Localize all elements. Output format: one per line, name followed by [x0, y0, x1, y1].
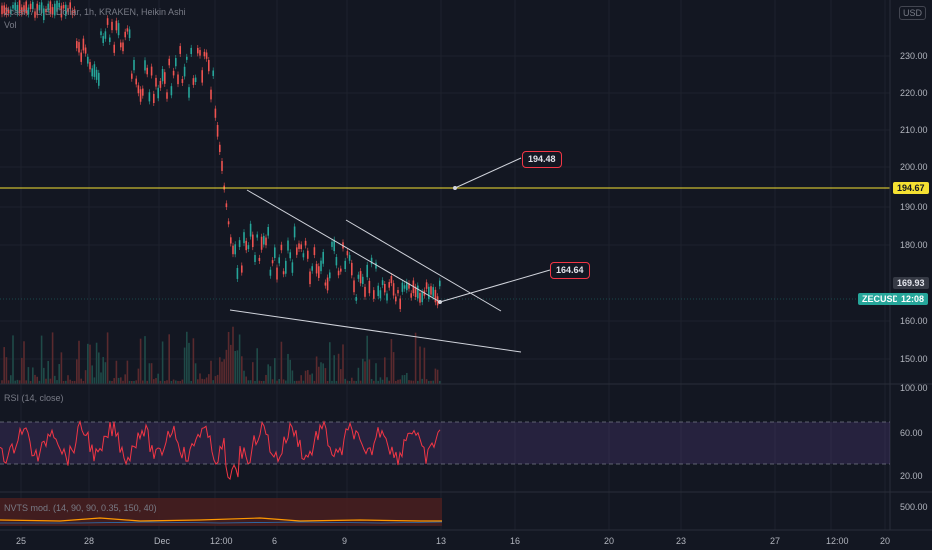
countdown-tag: 12:08	[897, 293, 929, 305]
chart-title: Zcash / U.S. Dollar, 1h, KRAKEN, Heikin …	[4, 7, 186, 17]
price-tick-label: 150.00	[900, 354, 928, 364]
time-tick-label: 25	[16, 536, 26, 546]
time-tick-label: 23	[676, 536, 686, 546]
symbol-tag: ZECUSD	[858, 293, 904, 305]
price-tick-label: 160.00	[900, 316, 928, 326]
callout-pointer-lower	[439, 269, 551, 303]
price-tick-label: 180.00	[900, 240, 928, 250]
price-tick-label: 200.00	[900, 162, 928, 172]
rsi-tick-label: 20.00	[900, 471, 923, 481]
price-tick-label: 230.00	[900, 51, 928, 61]
time-tick-label: 20	[880, 536, 890, 546]
time-tick-label: 6	[272, 536, 277, 546]
price-callout-upper[interactable]: 194.48	[522, 151, 562, 168]
time-tick-label: 12:00	[210, 536, 233, 546]
volume-bars	[1, 326, 441, 384]
callout-pointer-upper	[454, 157, 522, 189]
horizontal-line-price-tag: 194.67	[893, 182, 929, 194]
wedge-right-line[interactable]	[345, 219, 502, 312]
price-tick-label: 210.00	[900, 125, 928, 135]
nvts-indicator-label[interactable]: NVTS mod. (14, 90, 90, 0.35, 150, 40)	[4, 503, 157, 513]
time-tick-label: 13	[436, 536, 446, 546]
rsi-band	[0, 422, 890, 464]
last-price-tag: 169.93	[893, 277, 929, 289]
candlestick-series[interactable]	[1, 0, 441, 313]
rsi-indicator-label[interactable]: RSI (14, close)	[4, 393, 64, 403]
anchor-point	[438, 300, 442, 304]
price-tick-label: 190.00	[900, 202, 928, 212]
nvts-fill	[0, 498, 442, 526]
time-axis[interactable]: 25 28 Dec 12:00 6 9 13 16 20 23 27 12:00 20	[16, 536, 890, 546]
time-tick-label: Dec	[154, 536, 171, 546]
nvts-signal-line	[0, 521, 443, 524]
currency-button[interactable]: USD	[898, 6, 926, 20]
wedge-upper-line[interactable]	[246, 189, 441, 303]
anchor-point	[453, 186, 457, 190]
price-axis[interactable]: 230.00 220.00 210.00 200.00 190.00 180.00 160.…	[900, 51, 928, 512]
price-tick-label: 220.00	[900, 88, 928, 98]
rsi-tick-label: 100.00	[900, 383, 928, 393]
volume-label: Vol	[4, 20, 17, 30]
nvts-line	[0, 517, 442, 522]
rsi-tick-label: 60.00	[900, 428, 923, 438]
wedge-lower-line[interactable]	[229, 309, 522, 353]
price-callout-lower[interactable]: 164.64	[550, 262, 590, 279]
rsi-line[interactable]	[0, 420, 441, 481]
time-tick-label: 9	[342, 536, 347, 546]
time-tick-label: 20	[604, 536, 614, 546]
time-tick-label: 16	[510, 536, 520, 546]
trendline-drawings[interactable]	[229, 157, 551, 353]
nvts-tick-label: 500.00	[900, 502, 928, 512]
time-tick-label: 28	[84, 536, 94, 546]
time-tick-label: 27	[770, 536, 780, 546]
time-tick-label: 12:00	[826, 536, 849, 546]
